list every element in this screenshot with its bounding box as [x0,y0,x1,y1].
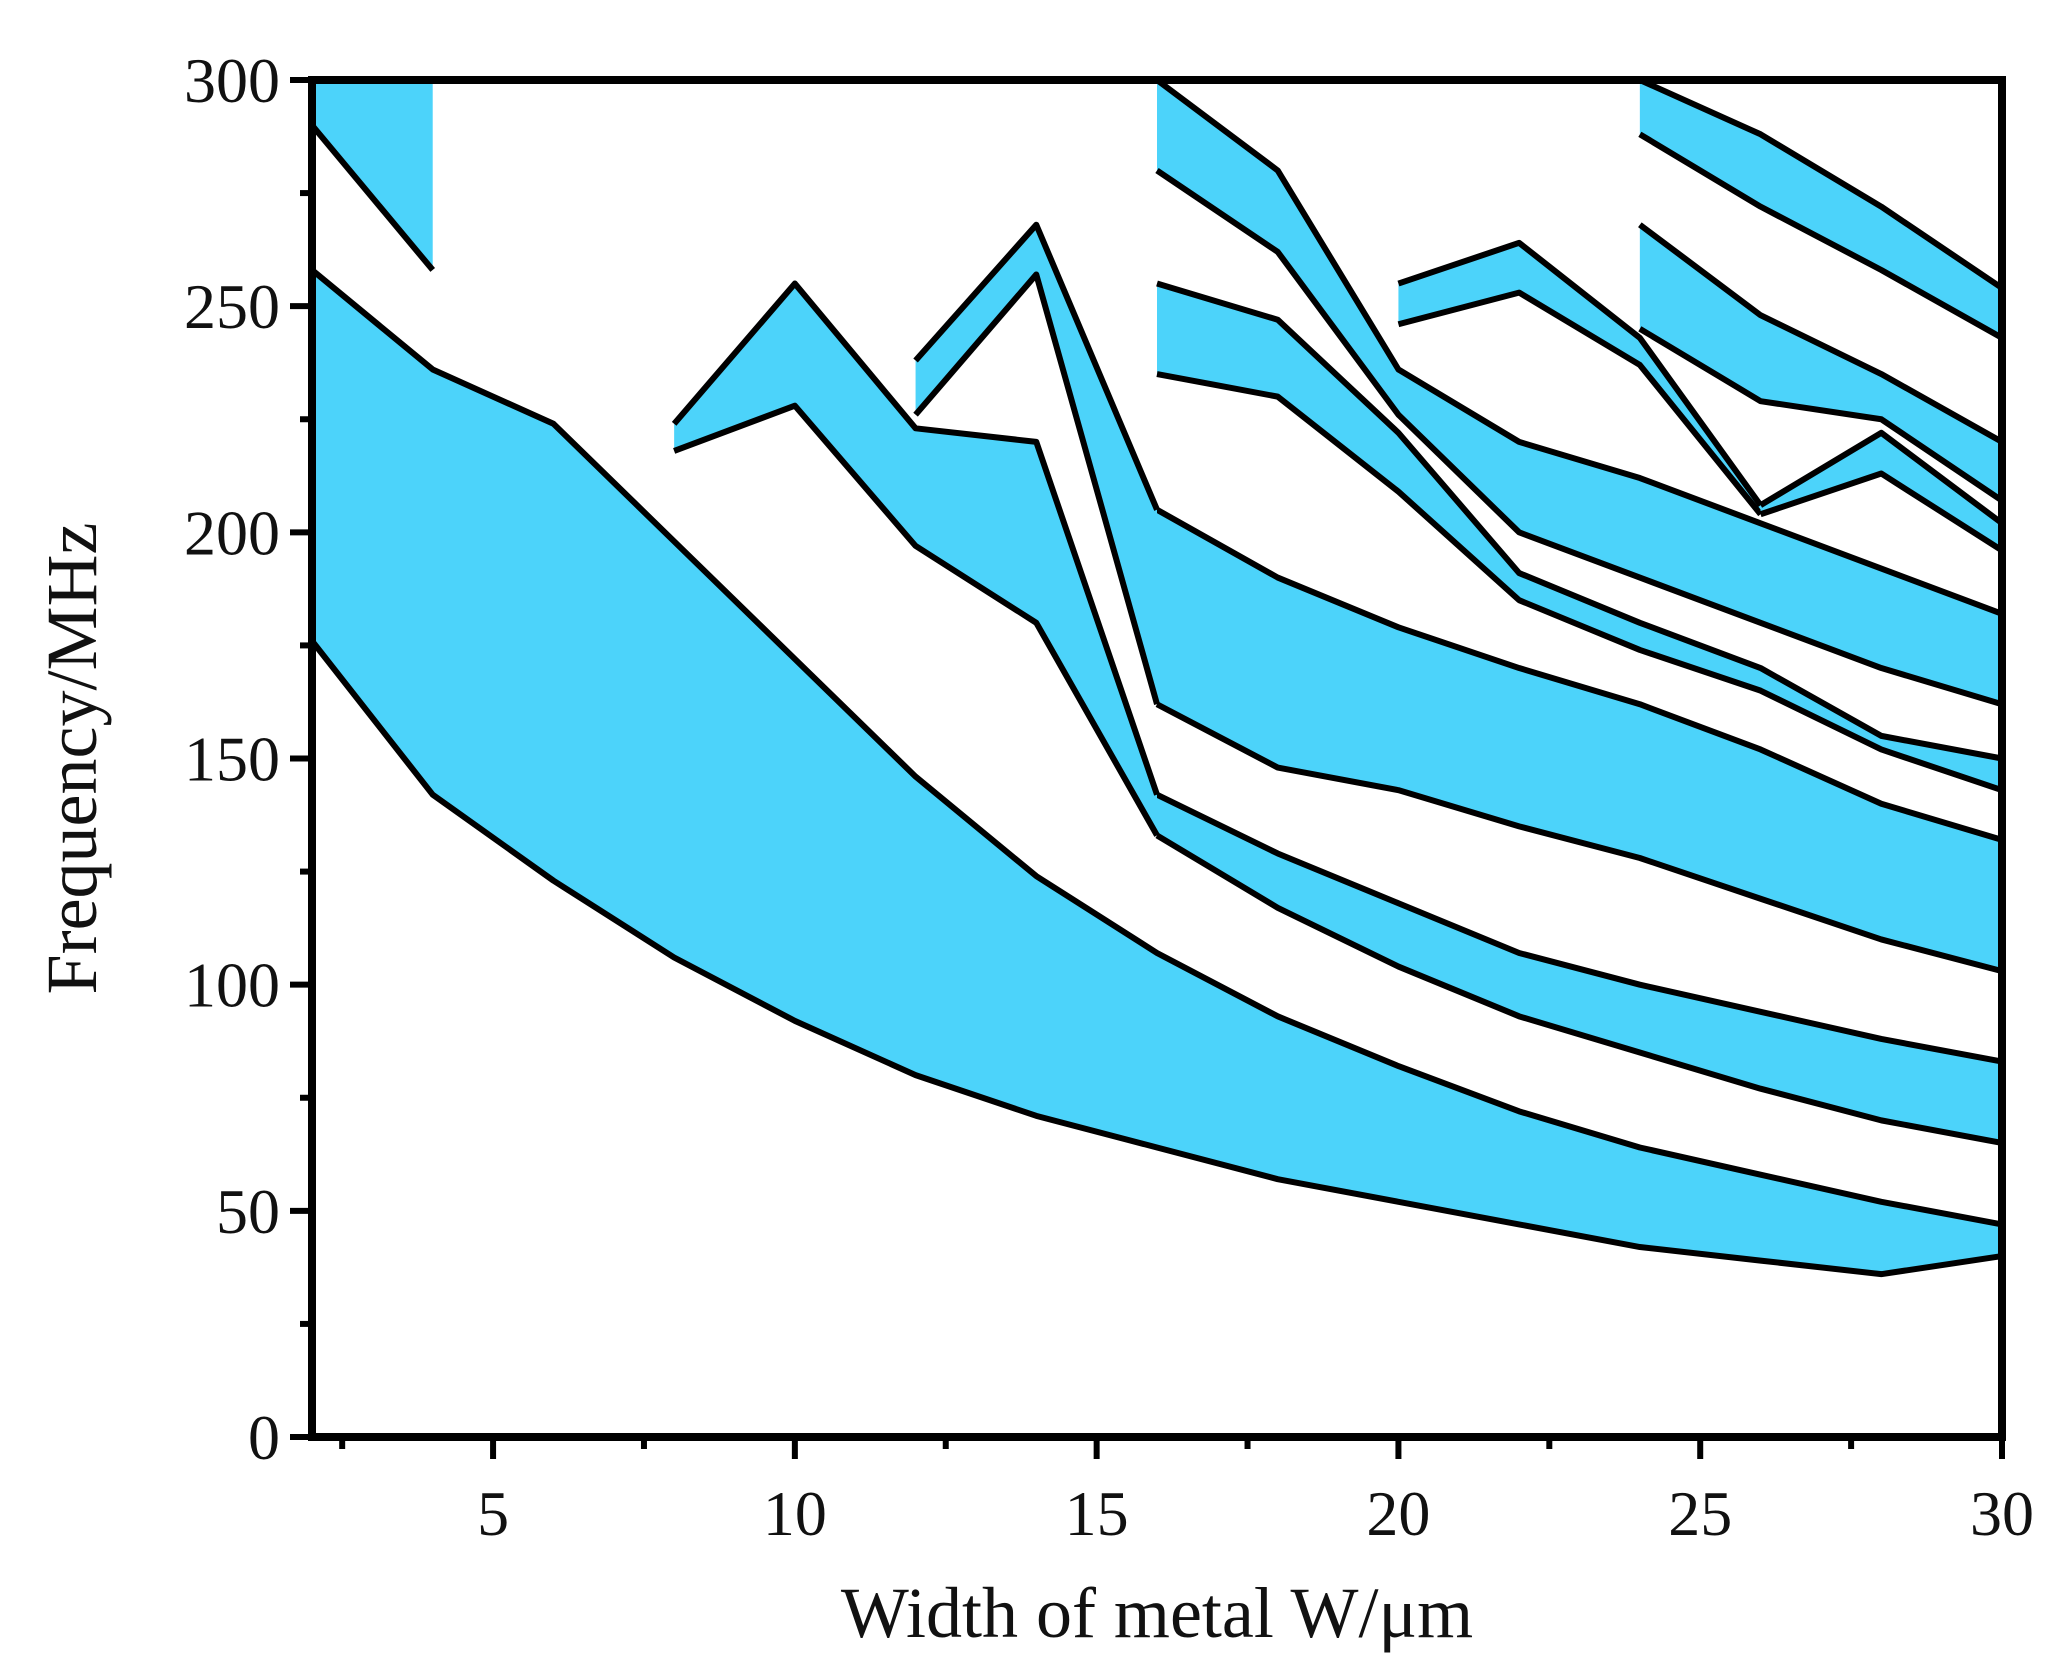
band-11-upper-line [1759,429,2004,526]
x-tick-label: 20 [1366,1478,1430,1549]
y-axis-title: Frequency/MHz [32,523,112,995]
x-tick-label: 15 [1065,1478,1129,1549]
band-4-fill [1157,283,2002,791]
band-6-fill [674,283,1157,836]
bands-layer [309,77,2004,1278]
band-12-upper-line [1638,77,2004,291]
y-tick-label: 100 [184,950,280,1021]
x-tick-label: 5 [477,1478,509,1549]
band-3-fill [1157,509,2002,972]
band-7-lower-line [913,271,1160,706]
band-2-upper-line [1155,791,2003,1065]
band-12-lower-line [1638,131,2004,341]
band-1-fill [312,269,2002,1275]
y-tick-label: 250 [184,271,280,342]
y-tick-label: 0 [248,1402,280,1473]
band-9-fill [1398,242,1761,515]
band-3-upper-line [1155,507,2003,843]
x-tick-label: 30 [1970,1478,2034,1549]
band-12-fill [1639,80,2002,338]
band-9-lower-line [1397,289,1763,517]
y-tick-label: 50 [216,1176,280,1247]
band-6-upper-line [671,280,1160,796]
band-6-lower-line [673,402,1160,837]
band-8-lower-line [309,123,436,272]
band-3-lower-line [1155,701,2003,974]
y-tick-label: 150 [184,724,280,795]
band-4-upper-line [1156,280,2003,762]
band-1-lower-line [309,639,2003,1278]
band-10-lower-line [1638,326,2004,504]
band-11-lower-line [1759,470,2004,553]
y-tick-label: 300 [184,45,280,116]
band-5-fill [1157,80,2002,705]
x-tick-label: 10 [763,1478,827,1549]
x-axis-title: Width of metal W/μm [841,1573,1473,1653]
band-8-fill [312,80,433,270]
band-7-upper-line [913,221,1160,511]
band-1-upper-line [310,267,2003,1228]
band-2-lower-line [1155,832,2003,1146]
y-tick-label: 200 [184,497,280,568]
band-4-lower-line [1156,371,2003,794]
band-2-fill [1157,794,2002,1143]
band-11-fill [1760,432,2002,551]
band-5-upper-line [1155,77,2004,617]
x-tick-label: 25 [1668,1478,1732,1549]
band-5-lower-line [1155,167,2003,708]
band-10-upper-line [1638,222,2004,445]
band-9-upper-line [1397,239,1764,507]
